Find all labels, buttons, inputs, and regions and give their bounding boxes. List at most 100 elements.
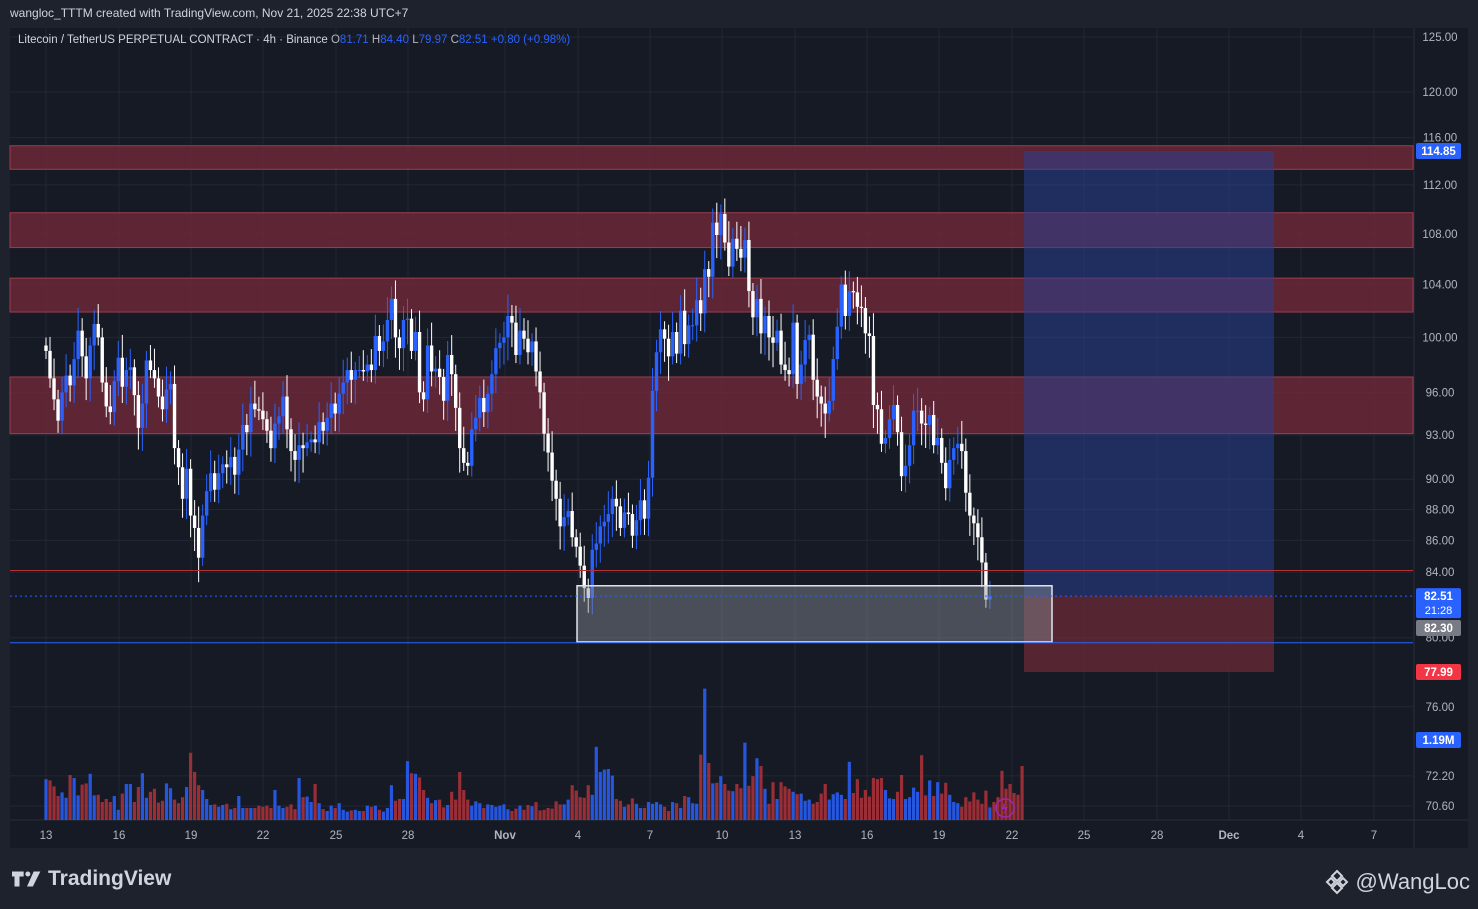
candle-body[interactable] <box>538 371 542 393</box>
candle-body[interactable] <box>927 414 932 425</box>
candle-body[interactable] <box>827 400 831 414</box>
candle-body[interactable] <box>707 269 711 277</box>
candle-body[interactable] <box>425 345 430 400</box>
candle-body[interactable] <box>80 330 84 357</box>
candle-body[interactable] <box>562 517 566 527</box>
candle-body[interactable] <box>783 364 787 371</box>
candle-body[interactable] <box>498 342 502 349</box>
candle-body[interactable] <box>586 588 590 598</box>
candle-body[interactable] <box>229 456 233 468</box>
candle-body[interactable] <box>60 392 64 421</box>
candle-body[interactable] <box>891 405 896 420</box>
candle-body[interactable] <box>349 370 353 380</box>
candle-body[interactable] <box>980 537 984 563</box>
candle-body[interactable] <box>839 284 843 327</box>
candle-body[interactable] <box>646 477 651 519</box>
candle-body[interactable] <box>124 370 129 387</box>
candle-body[interactable] <box>670 331 675 357</box>
candle-body[interactable] <box>64 375 68 393</box>
candle-body[interactable] <box>972 515 976 524</box>
candle-body[interactable] <box>630 514 635 536</box>
candle-body[interactable] <box>634 520 639 536</box>
candle-body[interactable] <box>811 334 815 380</box>
candle-body[interactable] <box>84 356 88 379</box>
candle-body[interactable] <box>116 357 120 382</box>
candle-body[interactable] <box>253 403 257 410</box>
candle-body[interactable] <box>429 345 434 372</box>
candle-body[interactable] <box>911 410 916 446</box>
candle-body[interactable] <box>739 248 743 258</box>
candle-body[interactable] <box>462 448 466 463</box>
candle-body[interactable] <box>662 329 667 339</box>
candle-body[interactable] <box>727 242 731 267</box>
candle-body[interactable] <box>964 451 968 493</box>
candle-body[interactable] <box>610 498 615 515</box>
candle-body[interactable] <box>743 240 747 258</box>
candle-body[interactable] <box>433 368 438 372</box>
candle-body[interactable] <box>871 336 876 406</box>
candle-body[interactable] <box>96 323 100 338</box>
candle-body[interactable] <box>835 326 839 360</box>
candle-body[interactable] <box>200 515 205 558</box>
candle-body[interactable] <box>417 331 422 393</box>
candle-body[interactable] <box>566 510 570 518</box>
symbol-legend[interactable]: Litecoin / TetherUS PERPETUAL CONTRACT ·… <box>18 34 570 46</box>
candle-body[interactable] <box>626 512 631 515</box>
candle-body[interactable] <box>140 403 145 428</box>
candle-body[interactable] <box>582 565 586 589</box>
candle-body[interactable] <box>208 473 213 492</box>
candle-body[interactable] <box>289 429 293 452</box>
candle-body[interactable] <box>184 468 189 499</box>
candle-body[interactable] <box>574 537 578 547</box>
candle-body[interactable] <box>156 378 161 397</box>
candle-body[interactable] <box>715 222 719 236</box>
candle-body[interactable] <box>176 448 181 468</box>
candle-body[interactable] <box>695 300 699 326</box>
candle-body[interactable] <box>148 360 153 371</box>
candle-body[interactable] <box>530 341 534 353</box>
candle-body[interactable] <box>779 330 783 365</box>
candle-body[interactable] <box>164 389 169 410</box>
candle-body[interactable] <box>815 379 819 397</box>
candle-body[interactable] <box>903 465 908 477</box>
candle-body[interactable] <box>225 464 229 468</box>
candle-body[interactable] <box>265 419 269 431</box>
candle-body[interactable] <box>329 403 333 418</box>
candle-body[interactable] <box>755 298 759 318</box>
candle-body[interactable] <box>92 323 96 346</box>
candle-body[interactable] <box>369 364 374 371</box>
candle-body[interactable] <box>196 527 201 558</box>
candle-body[interactable] <box>883 437 888 444</box>
candle-body[interactable] <box>526 338 530 353</box>
candle-body[interactable] <box>144 360 149 404</box>
candle-body[interactable] <box>478 397 482 418</box>
candle-body[interactable] <box>923 423 928 425</box>
candle-body[interactable] <box>919 410 924 424</box>
candle-body[interactable] <box>466 462 470 466</box>
candle-body[interactable] <box>502 337 506 343</box>
candle-body[interactable] <box>518 330 522 355</box>
candle-body[interactable] <box>550 452 554 481</box>
candle-body[interactable] <box>907 445 912 466</box>
candle-body[interactable] <box>72 359 76 386</box>
candle-body[interactable] <box>887 419 892 438</box>
candle-body[interactable] <box>245 424 249 433</box>
candle-body[interactable] <box>719 213 723 236</box>
candle-body[interactable] <box>409 318 414 351</box>
candle-body[interactable] <box>317 422 321 443</box>
candle-body[interactable] <box>984 562 988 600</box>
candle-body[interactable] <box>120 357 125 387</box>
candle-body[interactable] <box>654 352 659 391</box>
candle-body[interactable] <box>590 549 594 598</box>
candle-body[interactable] <box>48 350 52 379</box>
candle-body[interactable] <box>269 430 273 449</box>
candle-body[interactable] <box>449 354 454 375</box>
candle-body[interactable] <box>401 319 406 349</box>
candle-body[interactable] <box>313 439 317 443</box>
candle-body[interactable] <box>441 376 446 401</box>
candle-body[interactable] <box>305 442 309 449</box>
candle-body[interactable] <box>803 340 807 365</box>
candle-body[interactable] <box>309 439 313 443</box>
candle-body[interactable] <box>180 467 185 499</box>
candle-body[interactable] <box>578 546 582 566</box>
